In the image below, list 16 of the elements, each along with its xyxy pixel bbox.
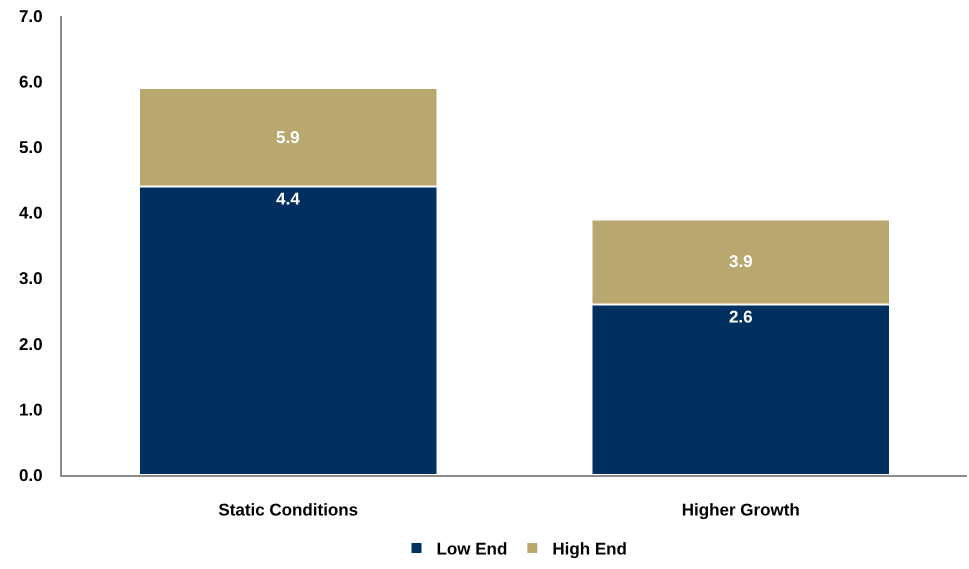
y-tick-label: 5.0 bbox=[18, 138, 43, 158]
legend-label: High End bbox=[552, 540, 627, 559]
y-tick-label: 1.0 bbox=[18, 400, 43, 420]
y-tick-label: 7.0 bbox=[18, 6, 43, 26]
y-tick-label: 4.0 bbox=[18, 204, 43, 223]
total-label: 3.9 bbox=[729, 252, 753, 271]
y-tick-label: 2.0 bbox=[18, 334, 43, 354]
y-tick-label: 0.0 bbox=[18, 466, 43, 485]
data-label: 4.4 bbox=[276, 189, 300, 208]
y-tick-label: 3.0 bbox=[18, 269, 43, 288]
total-label: 5.9 bbox=[276, 128, 300, 147]
data-label: 2.6 bbox=[728, 308, 753, 327]
y-tick-label: 6.0 bbox=[18, 72, 43, 92]
legend-label: Low End bbox=[436, 540, 508, 559]
x-tick-label: Higher Growth bbox=[682, 500, 800, 520]
x-tick-label: Static Conditions bbox=[218, 500, 358, 520]
